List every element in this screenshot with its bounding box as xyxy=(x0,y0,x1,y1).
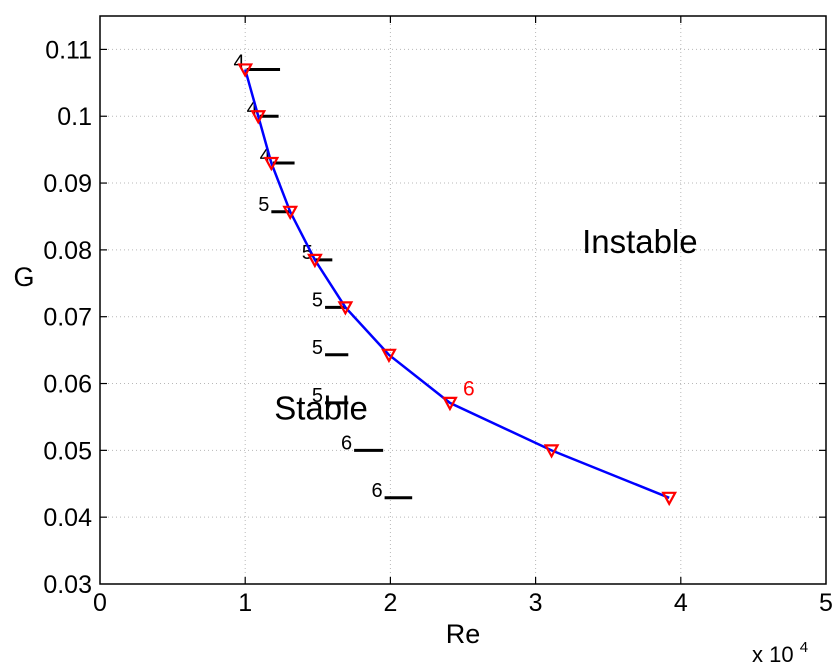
y-tick-label: 0.07 xyxy=(43,304,92,332)
x-multiplier-exponent: 4 xyxy=(800,639,808,656)
plot-frame xyxy=(99,15,827,585)
data-point-marker xyxy=(307,253,323,269)
grid xyxy=(100,16,826,584)
mode-label: 5 xyxy=(312,289,323,311)
y-tick-label: 0.1 xyxy=(57,103,92,131)
mode-label: 4 xyxy=(260,145,271,167)
highlight-mode-label: 6 xyxy=(463,378,475,401)
data-point-marker xyxy=(543,444,560,459)
data-point-marker xyxy=(250,110,267,125)
data-point-marker xyxy=(263,156,280,172)
y-tick-label: 0.04 xyxy=(43,504,92,532)
mode-label: 5 xyxy=(312,337,323,359)
mode-segments: 4 4 4 5 5 5 5 5 6 6 xyxy=(234,51,413,502)
data-point-marker xyxy=(381,348,397,364)
series xyxy=(237,63,678,507)
mode-label: 4 xyxy=(247,98,258,120)
y-tick-label: 0.03 xyxy=(43,571,92,599)
region-label-instable: Instable xyxy=(582,223,698,260)
x-multiplier-base: x 10 xyxy=(752,642,794,666)
y-tick-label: 0.08 xyxy=(43,237,92,265)
x-multiplier-label: x 10 4 xyxy=(752,639,808,666)
mode-label: 6 xyxy=(341,432,352,454)
y-tick-label: 0.09 xyxy=(43,170,92,198)
mode-label: 5 xyxy=(312,385,323,407)
region-label-stable: Stable xyxy=(274,390,368,427)
x-tick-label: 0 xyxy=(93,589,107,617)
data-point-marker xyxy=(337,301,354,316)
x-tick-label: 2 xyxy=(383,589,397,617)
x-tick-label: 5 xyxy=(819,589,833,617)
x-axis-label: Re xyxy=(446,619,481,649)
y-tick-label: 0.05 xyxy=(43,437,92,465)
y-tick-label: 0.11 xyxy=(45,36,92,64)
mode-label: 6 xyxy=(371,480,382,502)
y-tick-label: 0.06 xyxy=(43,371,92,399)
axis-ticks: 0 1 2 3 4 5 0.03 0.04 0.05 0.06 0.07 0.08 0.09 0.1 0.1… xyxy=(43,16,833,617)
x-tick-label: 1 xyxy=(238,589,252,617)
x-tick-label: 3 xyxy=(529,589,543,617)
data-point-marker xyxy=(237,63,254,78)
data-point-marker xyxy=(282,205,299,221)
data-point-marker xyxy=(661,491,678,507)
y-axis-label: G xyxy=(13,262,34,292)
mode-label: 4 xyxy=(234,51,245,73)
data-point-marker xyxy=(442,396,458,412)
mode-label: 5 xyxy=(302,242,313,264)
series-line xyxy=(243,69,670,499)
x-tick-label: 4 xyxy=(674,589,688,617)
mode-label: 5 xyxy=(258,194,269,216)
annotations: 6 Instable Stable xyxy=(274,223,697,426)
